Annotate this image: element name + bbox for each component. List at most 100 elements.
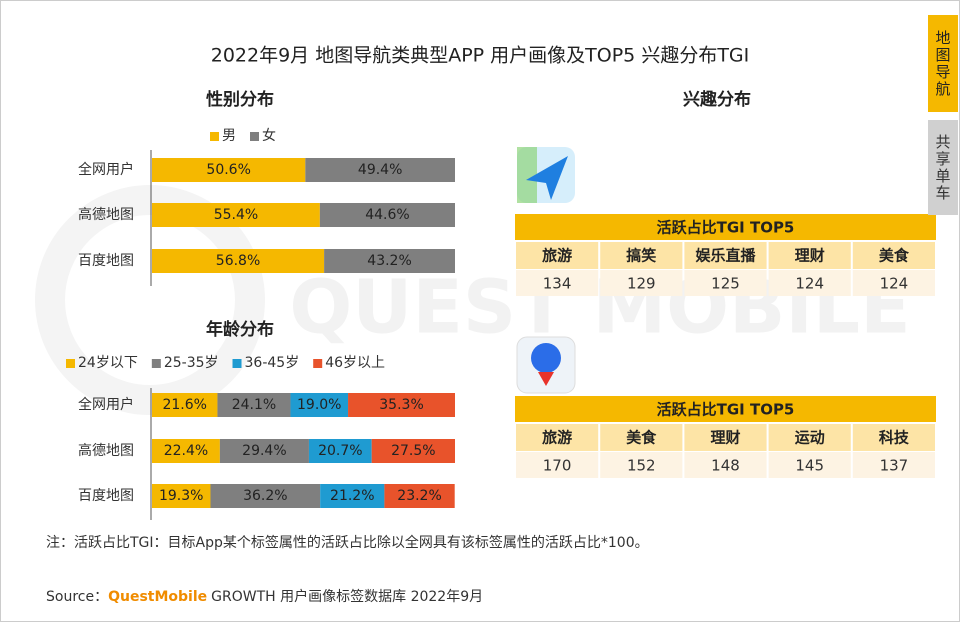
value-label: 21.6% <box>162 397 206 413</box>
bar-segment <box>210 484 321 508</box>
legend-label: 女 <box>262 127 276 144</box>
source-brand: QuestMobile <box>108 589 207 605</box>
cell-value: 129 <box>627 275 656 293</box>
column-header-bg <box>600 242 683 269</box>
table-header-bg <box>515 396 936 422</box>
value-label: 35.3% <box>379 397 423 413</box>
chart-title: 性别分布 <box>206 89 274 110</box>
column-header-bg <box>768 242 851 269</box>
value-label: 19.0% <box>297 397 341 413</box>
cell-bg <box>684 452 767 478</box>
value-label: 27.5% <box>391 443 435 459</box>
value-label: 49.4% <box>358 162 402 178</box>
cell-value: 124 <box>880 275 909 293</box>
cell-bg <box>516 452 599 478</box>
column-header: 科技 <box>879 429 910 447</box>
category-label: 高德地图 <box>78 442 134 459</box>
bar-segment <box>319 203 455 227</box>
value-label: 29.4% <box>242 443 286 459</box>
value-label: 23.2% <box>397 488 441 504</box>
value-label: 24.1% <box>232 397 276 413</box>
column-header: 旅游 <box>542 247 572 265</box>
column-header: 搞笑 <box>626 247 656 265</box>
watermark-ring <box>35 185 265 415</box>
cell-value: 134 <box>543 275 572 293</box>
value-label: 44.6% <box>365 207 409 223</box>
column-header: 美食 <box>879 247 910 265</box>
bar-segment <box>308 439 372 463</box>
source-label: Source： <box>46 589 108 605</box>
bar-segment <box>348 393 455 417</box>
legend-swatch <box>313 359 323 368</box>
interest-title: 兴趣分布 <box>683 89 751 110</box>
cell-bg <box>600 270 683 296</box>
category-label: 百度地图 <box>78 253 134 269</box>
baidu-icon <box>516 336 576 394</box>
legend-swatch <box>151 359 161 368</box>
column-header-bg <box>516 242 599 269</box>
value-label: 56.8% <box>216 253 260 269</box>
cell-bg <box>600 452 683 478</box>
column-header-bg <box>852 242 935 269</box>
page-title: 2022年9月 地图导航类典型APP 用户画像及TOP5 兴趣分布TGI <box>211 45 750 67</box>
bar-segment <box>152 249 325 273</box>
bar-segment <box>217 393 291 417</box>
column-header: 运动 <box>795 429 825 447</box>
category-label: 全网用户 <box>78 396 134 413</box>
bar-segment <box>152 393 218 417</box>
cell-bg <box>852 270 935 296</box>
bar-segment <box>152 158 306 182</box>
chart-title: 年龄分布 <box>206 319 274 340</box>
column-header-bg <box>600 424 683 451</box>
column-header: 旅游 <box>542 429 572 447</box>
bar-segment <box>152 203 320 227</box>
cell-value: 170 <box>543 457 572 475</box>
bar-segment <box>305 158 455 182</box>
tab[interactable]: 共享单车 <box>928 120 958 215</box>
bar-segment <box>290 393 349 417</box>
cell-bg <box>768 270 851 296</box>
bar-segment <box>324 249 455 273</box>
bar-segment <box>320 484 385 508</box>
legend-label: 25-35岁 <box>164 355 219 371</box>
bar-segment <box>219 439 309 463</box>
value-label: 19.3% <box>159 488 203 504</box>
legend-label: 46岁以上 <box>325 355 385 371</box>
source: Source：QuestMobile GROWTH 用户画像标签数据库 2022年… <box>46 588 483 605</box>
legend-swatch <box>210 132 219 141</box>
table-header-bg <box>515 214 936 240</box>
column-header: 理财 <box>710 429 740 447</box>
cell-value: 145 <box>795 457 824 475</box>
column-header: 美食 <box>626 429 657 447</box>
cell-bg <box>684 270 767 296</box>
legend-swatch <box>250 132 259 141</box>
source-text: GROWTH 用户画像标签数据库 2022年9月 <box>211 588 483 605</box>
column-header: 理财 <box>795 247 825 265</box>
value-label: 50.6% <box>206 162 250 178</box>
bar-segment <box>384 484 455 508</box>
column-header-bg <box>516 424 599 451</box>
category-label: 百度地图 <box>78 488 134 504</box>
category-label: 高德地图 <box>78 206 134 223</box>
value-label: 55.4% <box>214 207 258 223</box>
tab-active[interactable]: 地图导航 <box>928 15 958 112</box>
bar-segment <box>152 439 220 463</box>
value-label: 43.2% <box>367 253 411 269</box>
table-header: 活跃占比TGI TOP5 <box>657 219 795 237</box>
cell-value: 137 <box>880 457 909 475</box>
cell-bg <box>852 452 935 478</box>
legend-swatch <box>232 359 242 368</box>
legend-label: 男 <box>222 128 236 144</box>
cell-bg <box>768 452 851 478</box>
cell-value: 124 <box>795 275 824 293</box>
value-label: 20.7% <box>318 443 362 459</box>
column-header-bg <box>684 424 767 451</box>
column-header: 娱乐直播 <box>695 247 756 265</box>
category-label: 全网用户 <box>78 161 134 178</box>
cell-bg <box>516 270 599 296</box>
column-header-bg <box>684 242 767 269</box>
legend-label: 24岁以下 <box>78 355 138 371</box>
column-header-bg <box>768 424 851 451</box>
value-label: 22.4% <box>164 443 208 459</box>
